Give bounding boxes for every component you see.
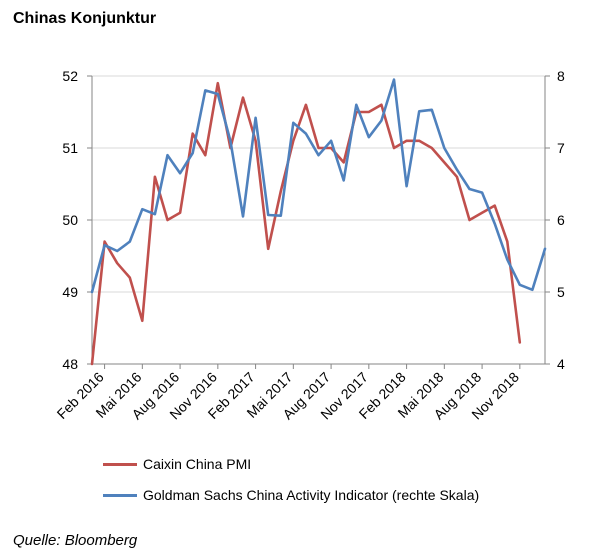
left-tick-label: 48 (62, 356, 78, 372)
chart-title: Chinas Konjunktur (13, 10, 157, 27)
right-tick-label: 5 (557, 284, 565, 300)
left-tick-label: 50 (62, 212, 78, 228)
series-line-caixin (90, 81, 522, 366)
series-lines (90, 78, 547, 366)
legend-label-goldman: Goldman Sachs China Activity Indicator (… (143, 487, 480, 503)
left-tick-label: 52 (62, 68, 78, 84)
gridlines (92, 75, 545, 293)
right-tick-label: 4 (557, 356, 565, 372)
legend-label-caixin: Caixin China PMI (143, 456, 252, 472)
legend-swatch-caixin (103, 462, 137, 466)
left-tick-label: 49 (62, 284, 78, 300)
legend-item-caixin: Caixin China PMI (103, 455, 251, 473)
left-axis-ticks: 48 49 50 51 52 (62, 68, 92, 372)
series-line-goldman (90, 78, 547, 294)
legend-item-goldman: Goldman Sachs China Activity Indicator (… (103, 486, 479, 504)
source-note: Quelle: Bloomberg (13, 532, 138, 549)
right-tick-label: 7 (557, 140, 565, 156)
legend-swatch-goldman (103, 493, 137, 497)
right-tick-label: 6 (557, 212, 565, 228)
left-tick-label: 51 (62, 140, 78, 156)
right-axis-ticks: 4 5 6 7 8 (545, 68, 565, 372)
right-tick-label: 8 (557, 68, 565, 84)
